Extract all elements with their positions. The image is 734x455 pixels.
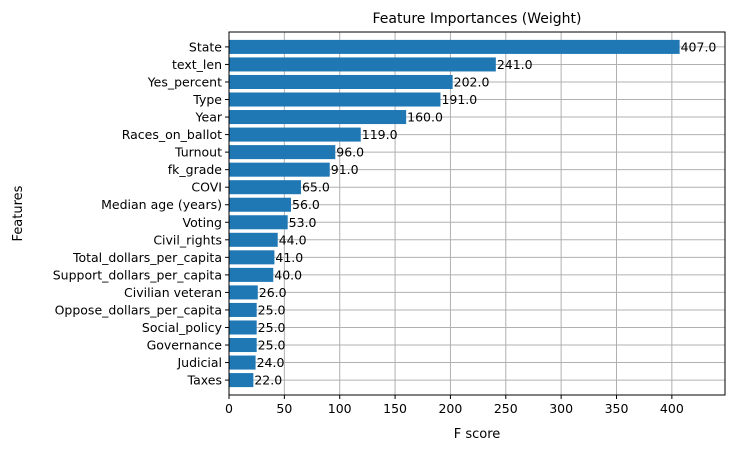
- value-label: 44.0: [279, 232, 307, 247]
- bar: [229, 162, 330, 177]
- value-label: 25.0: [258, 320, 286, 335]
- y-ticks: State text_len Yes_percent Type Year Races_on…: [53, 39, 229, 388]
- x-tick-label: 0: [225, 401, 233, 416]
- x-tick-label: 50: [276, 401, 292, 416]
- value-label: 119.0: [362, 127, 398, 142]
- value-label: 241.0: [497, 57, 533, 72]
- value-label: 191.0: [441, 92, 477, 107]
- bar: [229, 39, 680, 54]
- bar: [229, 267, 274, 282]
- value-label: 26.0: [259, 285, 287, 300]
- category-label: COVI: [191, 180, 222, 195]
- bar: [229, 57, 496, 72]
- bar: [229, 338, 257, 353]
- category-label: text_len: [172, 57, 222, 72]
- value-label: 202.0: [454, 74, 490, 89]
- bar: [229, 232, 278, 247]
- value-label: 96.0: [336, 145, 364, 160]
- value-label: 407.0: [681, 39, 717, 54]
- bar: [229, 320, 257, 335]
- x-tick-label: 350: [605, 401, 629, 416]
- bar: [229, 373, 254, 388]
- chart-title: Feature Importances (Weight): [372, 11, 581, 27]
- x-ticks: 0 50 100 150 200 250 300 350 400: [225, 395, 684, 416]
- x-tick-label: 100: [328, 401, 352, 416]
- category-label: Civilian veteran: [124, 285, 222, 300]
- x-tick-label: 300: [549, 401, 573, 416]
- category-label: Support_dollars_per_capita: [53, 267, 222, 282]
- category-label: Civil_rights: [153, 232, 222, 247]
- x-tick-label: 400: [660, 401, 684, 416]
- category-label: Median age (years): [101, 197, 222, 212]
- category-label: State: [189, 39, 222, 54]
- value-label: 25.0: [258, 302, 286, 317]
- bar: [229, 250, 275, 265]
- category-label: Voting: [183, 215, 222, 230]
- data-labels: 407.0 241.0 202.0 191.0 160.0 119.0 96.0 91.065…: [254, 39, 716, 387]
- category-label: Governance: [147, 338, 223, 353]
- category-label: Oppose_dollars_per_capita: [55, 302, 222, 317]
- bar: [229, 285, 258, 300]
- category-label: Type: [192, 92, 222, 107]
- value-label: 22.0: [254, 373, 282, 388]
- value-label: 160.0: [407, 110, 443, 125]
- category-label: Total_dollars_per_capita: [72, 250, 222, 265]
- value-label: 56.0: [292, 197, 320, 212]
- category-label: Races_on_ballot: [122, 127, 222, 142]
- bar: [229, 92, 441, 107]
- x-tick-label: 150: [383, 401, 407, 416]
- bar: [229, 110, 407, 125]
- value-label: 25.0: [258, 338, 286, 353]
- bar: [229, 302, 257, 317]
- category-label: Yes_percent: [147, 74, 222, 89]
- category-label: Judicial: [177, 355, 223, 370]
- value-label: 91.0: [331, 162, 359, 177]
- bar: [229, 180, 301, 195]
- category-label: fk_grade: [168, 162, 223, 177]
- value-label: 65.0: [302, 180, 330, 195]
- category-label: Year: [195, 110, 223, 125]
- bar: [229, 74, 453, 89]
- category-label: Social_policy: [142, 320, 223, 335]
- value-label: 41.0: [275, 250, 303, 265]
- value-label: 40.0: [274, 267, 302, 282]
- bar: [229, 355, 256, 370]
- bar: [229, 215, 288, 230]
- category-label: Turnout: [174, 145, 222, 160]
- plot-frame: [228, 31, 726, 396]
- category-label: Taxes: [187, 373, 222, 388]
- x-tick-label: 250: [494, 401, 518, 416]
- value-label: 24.0: [257, 355, 285, 370]
- bar: [229, 127, 361, 142]
- bar: [229, 145, 336, 160]
- x-axis-label: F score: [454, 427, 501, 442]
- x-tick-label: 200: [438, 401, 462, 416]
- value-label: 53.0: [289, 215, 317, 230]
- y-axis-label: Features: [11, 185, 26, 241]
- bar: [229, 197, 291, 212]
- bars-layer: [229, 39, 680, 388]
